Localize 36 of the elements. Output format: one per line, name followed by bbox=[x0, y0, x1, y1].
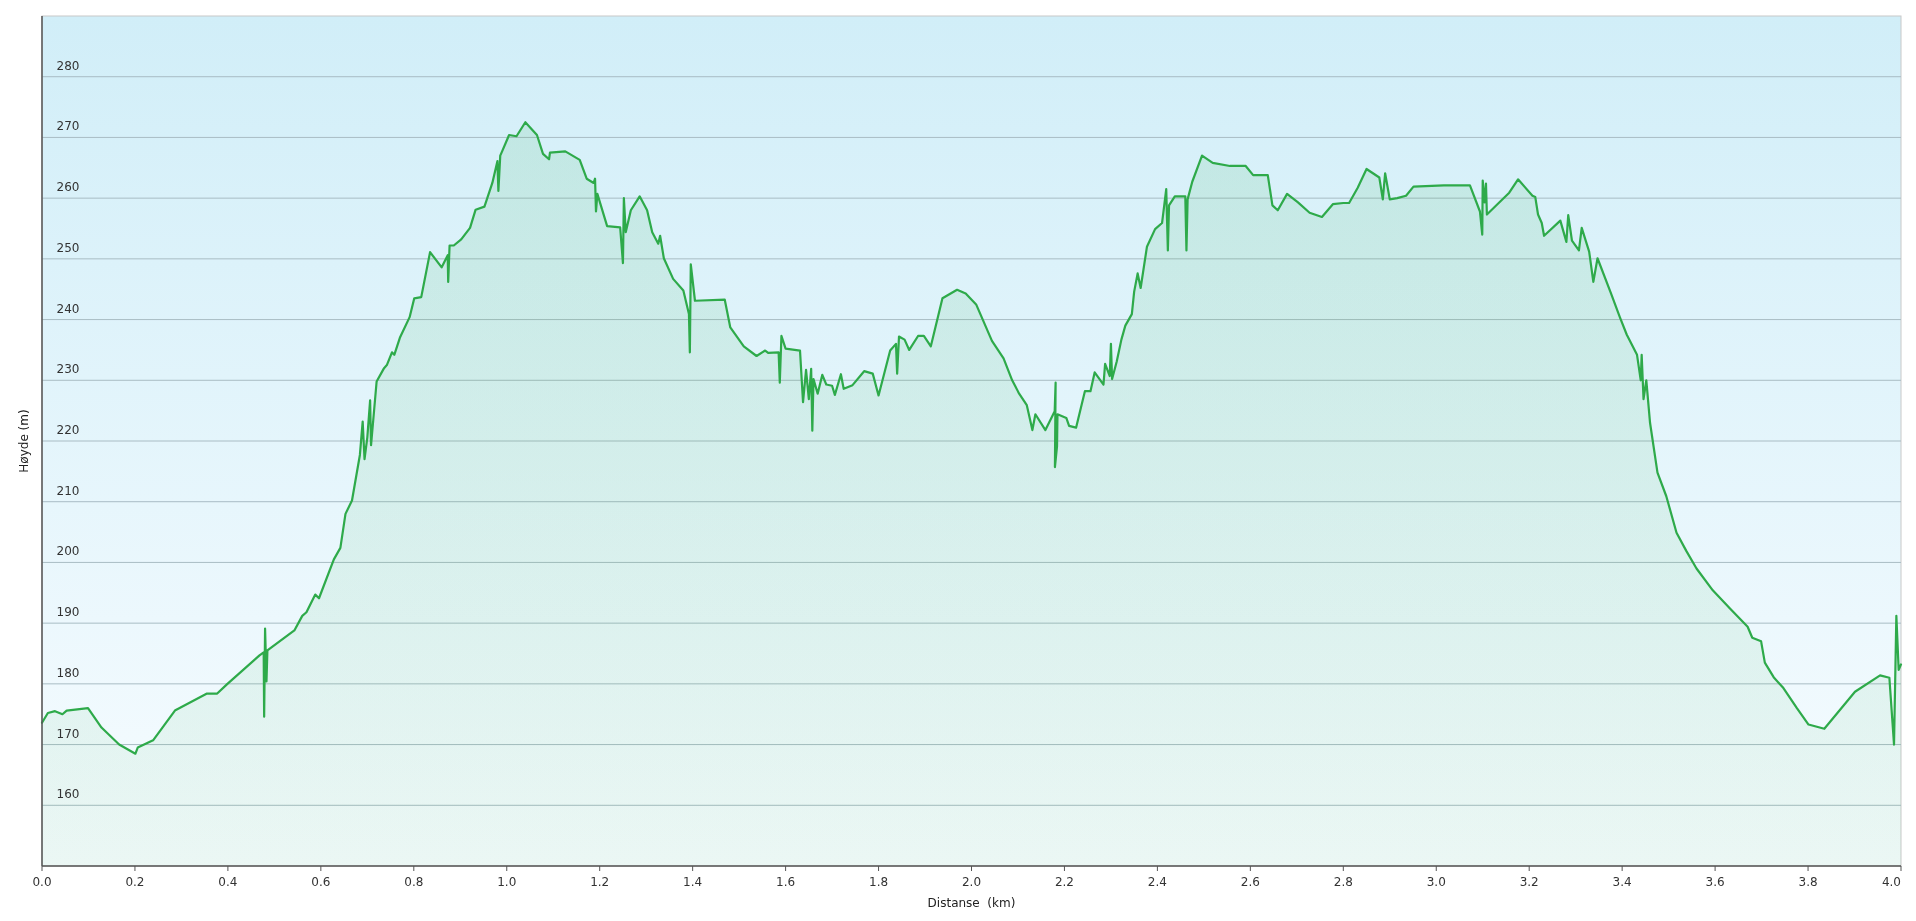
x-tick-label: 4.0 bbox=[1881, 875, 1901, 889]
x-tick-label: 0.2 bbox=[125, 875, 145, 889]
x-tick-label: 3.2 bbox=[1519, 875, 1539, 889]
y-tick-label: 170 bbox=[56, 726, 80, 741]
y-tick-label: 210 bbox=[56, 483, 80, 498]
x-tick-label: 3.6 bbox=[1705, 875, 1725, 889]
y-tick-label: 230 bbox=[56, 362, 80, 377]
y-tick-label: 270 bbox=[56, 119, 80, 134]
x-tick-label: 3.0 bbox=[1426, 875, 1446, 889]
x-tick-label: 1.4 bbox=[683, 875, 703, 889]
x-tick-label: 0.6 bbox=[311, 875, 331, 889]
x-tick-label: 2.6 bbox=[1240, 875, 1260, 889]
y-tick-label: 250 bbox=[56, 240, 80, 255]
x-axis-title: Distanse (km) bbox=[927, 896, 1016, 910]
x-tick-label: 2.0 bbox=[961, 875, 982, 889]
x-tick-label: 0.0 bbox=[32, 875, 52, 889]
y-tick-label: 240 bbox=[56, 301, 80, 316]
y-axis-title: Høyde (m) bbox=[17, 409, 31, 473]
y-tick-label: 260 bbox=[56, 180, 80, 195]
x-tick-label: 1.2 bbox=[590, 875, 610, 889]
y-tick-label: 190 bbox=[56, 605, 80, 620]
x-tick-label: 3.8 bbox=[1798, 875, 1818, 889]
x-tick-label: 0.8 bbox=[404, 875, 424, 889]
y-tick-label: 220 bbox=[56, 423, 80, 437]
x-tick-label: 0.4 bbox=[218, 875, 238, 889]
y-tick-label: 280 bbox=[56, 58, 80, 73]
x-tick-label: 1.8 bbox=[869, 875, 889, 889]
x-tick-label: 2.4 bbox=[1147, 875, 1167, 889]
y-tick-label: 200 bbox=[56, 544, 80, 559]
x-tick-label: 1.6 bbox=[776, 875, 796, 889]
y-tick-label: 160 bbox=[56, 787, 80, 802]
x-tick-label: 2.8 bbox=[1333, 875, 1353, 889]
x-tick-label: 2.2 bbox=[1054, 875, 1074, 889]
x-tick-label: 1.0 bbox=[497, 875, 517, 889]
x-tick-label: 3.4 bbox=[1612, 875, 1632, 889]
y-tick-label: 180 bbox=[56, 665, 80, 680]
